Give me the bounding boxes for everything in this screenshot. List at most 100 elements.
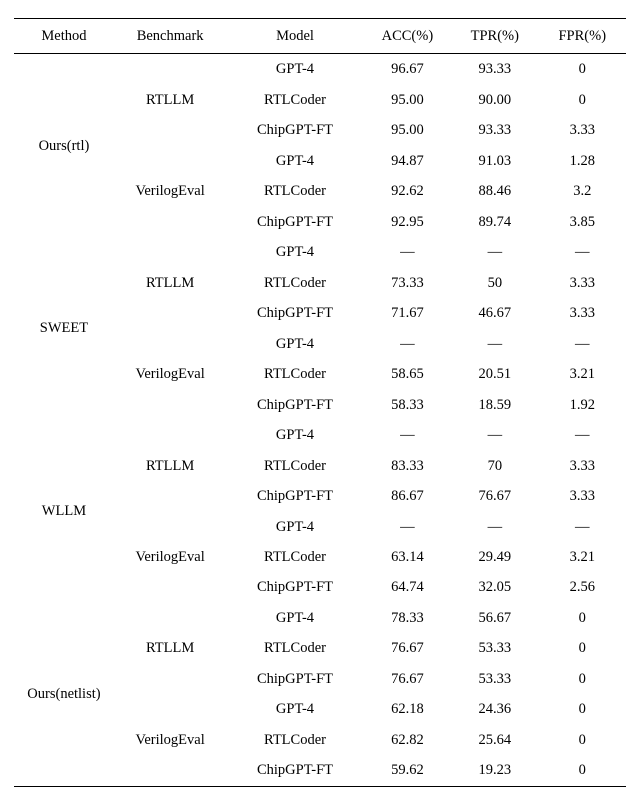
- header-acc: ACC(%): [364, 19, 451, 54]
- cell-acc: 63.14: [364, 542, 451, 572]
- cell-fpr: 0: [539, 633, 626, 663]
- cell-benchmark: VerilogEval: [114, 146, 226, 237]
- cell-model: RTLCoder: [226, 268, 363, 298]
- cell-tpr: 50: [451, 268, 538, 298]
- cell-acc: —: [364, 237, 451, 267]
- cell-model: ChipGPT-FT: [226, 207, 363, 237]
- table-row: SWEETRTLLMGPT-4———: [14, 237, 626, 267]
- cell-tpr: 89.74: [451, 207, 538, 237]
- cell-tpr: 25.64: [451, 725, 538, 755]
- cell-fpr: 0: [539, 603, 626, 633]
- cell-model: ChipGPT-FT: [226, 115, 363, 145]
- table-row: Ours(rtl)RTLLMGPT-496.6793.330: [14, 54, 626, 85]
- cell-acc: 58.33: [364, 390, 451, 420]
- cell-acc: 95.00: [364, 115, 451, 145]
- cell-tpr: 46.67: [451, 298, 538, 328]
- cell-benchmark: RTLLM: [114, 603, 226, 694]
- cell-tpr: 32.05: [451, 572, 538, 602]
- cell-acc: 94.87: [364, 146, 451, 176]
- cell-model: ChipGPT-FT: [226, 390, 363, 420]
- cell-method: Ours(rtl): [14, 54, 114, 237]
- header-tpr: TPR(%): [451, 19, 538, 54]
- cell-model: RTLCoder: [226, 176, 363, 206]
- cell-tpr: —: [451, 512, 538, 542]
- cell-acc: 62.82: [364, 725, 451, 755]
- cell-acc: 86.67: [364, 481, 451, 511]
- cell-tpr: 29.49: [451, 542, 538, 572]
- cell-model: GPT-4: [226, 694, 363, 724]
- cell-method: WLLM: [14, 420, 114, 603]
- header-model: Model: [226, 19, 363, 54]
- cell-benchmark: RTLLM: [114, 54, 226, 146]
- cell-fpr: 0: [539, 725, 626, 755]
- cell-model: RTLCoder: [226, 359, 363, 389]
- header-method: Method: [14, 19, 114, 54]
- cell-model: GPT-4: [226, 237, 363, 267]
- table-row: Ours(netlist)RTLLMGPT-478.3356.670: [14, 603, 626, 633]
- cell-acc: 73.33: [364, 268, 451, 298]
- cell-fpr: 3.33: [539, 481, 626, 511]
- cell-acc: 58.65: [364, 359, 451, 389]
- cell-model: GPT-4: [226, 329, 363, 359]
- cell-acc: 59.62: [364, 755, 451, 786]
- cell-fpr: 0: [539, 54, 626, 85]
- cell-fpr: 0: [539, 664, 626, 694]
- cell-model: RTLCoder: [226, 85, 363, 115]
- cell-fpr: 3.85: [539, 207, 626, 237]
- cell-acc: 83.33: [364, 451, 451, 481]
- cell-tpr: 70: [451, 451, 538, 481]
- cell-acc: 96.67: [364, 54, 451, 85]
- table-header-row: Method Benchmark Model ACC(%) TPR(%) FPR…: [14, 19, 626, 54]
- cell-acc: 92.95: [364, 207, 451, 237]
- cell-acc: 92.62: [364, 176, 451, 206]
- cell-model: ChipGPT-FT: [226, 572, 363, 602]
- cell-fpr: 1.92: [539, 390, 626, 420]
- cell-fpr: —: [539, 237, 626, 267]
- cell-model: ChipGPT-FT: [226, 298, 363, 328]
- cell-fpr: —: [539, 512, 626, 542]
- cell-benchmark: RTLLM: [114, 420, 226, 511]
- cell-fpr: 3.33: [539, 298, 626, 328]
- cell-tpr: 24.36: [451, 694, 538, 724]
- results-table: Method Benchmark Model ACC(%) TPR(%) FPR…: [14, 18, 626, 787]
- cell-fpr: 0: [539, 85, 626, 115]
- cell-benchmark: VerilogEval: [114, 512, 226, 603]
- cell-benchmark: VerilogEval: [114, 694, 226, 786]
- cell-fpr: 1.28: [539, 146, 626, 176]
- cell-acc: —: [364, 329, 451, 359]
- cell-model: GPT-4: [226, 54, 363, 85]
- cell-fpr: 3.21: [539, 359, 626, 389]
- cell-tpr: 76.67: [451, 481, 538, 511]
- cell-model: RTLCoder: [226, 542, 363, 572]
- cell-benchmark: VerilogEval: [114, 329, 226, 420]
- cell-acc: 62.18: [364, 694, 451, 724]
- cell-model: RTLCoder: [226, 451, 363, 481]
- cell-fpr: 3.33: [539, 268, 626, 298]
- cell-acc: —: [364, 512, 451, 542]
- cell-model: GPT-4: [226, 512, 363, 542]
- cell-model: GPT-4: [226, 603, 363, 633]
- cell-acc: 64.74: [364, 572, 451, 602]
- header-benchmark: Benchmark: [114, 19, 226, 54]
- cell-model: GPT-4: [226, 420, 363, 450]
- cell-method: SWEET: [14, 237, 114, 420]
- cell-benchmark: RTLLM: [114, 237, 226, 328]
- cell-tpr: 56.67: [451, 603, 538, 633]
- cell-tpr: 18.59: [451, 390, 538, 420]
- cell-tpr: 53.33: [451, 633, 538, 663]
- cell-model: RTLCoder: [226, 633, 363, 663]
- cell-tpr: 91.03: [451, 146, 538, 176]
- cell-fpr: 3.21: [539, 542, 626, 572]
- cell-tpr: 19.23: [451, 755, 538, 786]
- header-fpr: FPR(%): [539, 19, 626, 54]
- cell-fpr: 0: [539, 755, 626, 786]
- cell-fpr: 3.33: [539, 115, 626, 145]
- cell-model: ChipGPT-FT: [226, 755, 363, 786]
- cell-tpr: 88.46: [451, 176, 538, 206]
- cell-acc: 76.67: [364, 664, 451, 694]
- cell-fpr: —: [539, 329, 626, 359]
- cell-tpr: —: [451, 329, 538, 359]
- cell-fpr: —: [539, 420, 626, 450]
- cell-model: ChipGPT-FT: [226, 664, 363, 694]
- cell-tpr: 53.33: [451, 664, 538, 694]
